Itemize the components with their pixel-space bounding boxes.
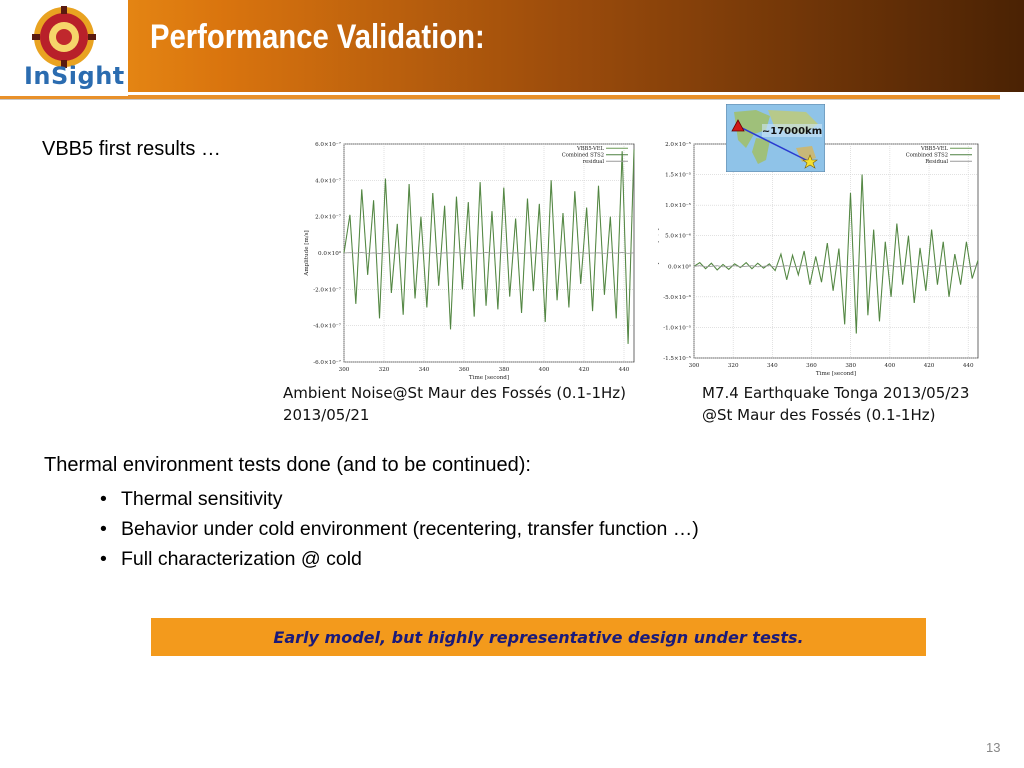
caption-left: Ambient Noise@St Maur des Fossés (0.1-1H… (283, 382, 626, 426)
page-number: 13 (986, 740, 1001, 755)
x-tick-label: 360 (806, 363, 817, 369)
world-map-icon: ~17000km (725, 103, 826, 173)
legend-label: Combined STS2 (906, 153, 948, 159)
y-tick-label: 1.5×10⁻⁵ (665, 172, 692, 179)
page-title: Performance Validation: (150, 18, 485, 56)
list-item: Full characterization @ cold (100, 548, 699, 578)
thermal-bullet-list: Thermal sensitivity Behavior under cold … (100, 488, 699, 578)
logo: InSight (0, 0, 128, 96)
legend-label: VBB5-VEL (576, 146, 605, 152)
caption-left-line1: Ambient Noise@St Maur des Fossés (0.1-1H… (283, 384, 627, 402)
x-tick-label: 400 (539, 367, 550, 373)
y-axis-label: Amplitude [m/s] (658, 228, 660, 274)
chart-earthquake: 2.0×10⁻⁵ 1.5×10⁻⁵ 1.0×10⁻⁵ 5.0×10⁻⁶ 0.0×10⁰ -… (658, 134, 984, 386)
caption-right: M7.4 Earthquake Tonga 2013/05/23 @St Mau… (702, 382, 969, 426)
legend-label: VBB5-VEL (920, 146, 949, 152)
y-tick-label: 6.0×10⁻⁷ (315, 141, 342, 148)
chart-earthquake-svg: 2.0×10⁻⁵ 1.5×10⁻⁵ 1.0×10⁻⁵ 5.0×10⁻⁶ 0.0×10⁰ -… (658, 141, 979, 377)
legend-label: residual (583, 159, 605, 165)
logo-text: InSight (24, 62, 125, 90)
x-tick-label: 300 (339, 367, 350, 373)
conclusion-banner: Early model, but highly representative d… (151, 618, 926, 656)
thermal-heading: Thermal environment tests done (and to b… (44, 454, 531, 476)
subtitle: VBB5 first results … (42, 138, 221, 160)
x-tick-label: 340 (419, 367, 430, 373)
y-axis-label: Amplitude [m/s] (304, 230, 310, 276)
header-divider-shadow (0, 99, 1000, 100)
y-tick-label: 1.0×10⁻⁵ (665, 202, 692, 209)
x-tick-label: 360 (459, 367, 470, 373)
legend-label: Combined STS2 (562, 153, 604, 159)
plot-area (693, 143, 979, 359)
series-line-2 (693, 265, 979, 268)
x-tick-label: 380 (845, 363, 856, 369)
map-inset: ~17000km (725, 103, 826, 173)
y-tick-label: -5.0×10⁻⁶ (663, 294, 692, 301)
caption-right-line1: M7.4 Earthquake Tonga 2013/05/23 (702, 384, 970, 402)
map-distance-label: ~17000km (762, 126, 822, 137)
y-tick-label: -6.0×10⁻⁷ (313, 359, 342, 366)
y-tick-label: -2.0×10⁻⁷ (313, 286, 342, 293)
y-tick-label: -4.0×10⁻⁷ (313, 323, 342, 330)
x-tick-label: 320 (728, 363, 739, 369)
list-item: Thermal sensitivity (100, 488, 699, 518)
y-tick-label: 2.0×10⁻⁵ (665, 141, 692, 148)
y-tick-label: 2.0×10⁻⁷ (315, 214, 342, 221)
chart-ambient-noise: 6.0×10⁻⁷ 4.0×10⁻⁷ 2.0×10⁻⁷ 0.0×10⁰ -2.0×10⁻⁷… (300, 134, 640, 386)
header-bar (0, 0, 1024, 92)
caption-left-line2: 2013/05/21 (283, 406, 370, 424)
series-line-1 (343, 149, 635, 344)
x-axis-label: Time [second] (469, 375, 509, 381)
y-tick-label: 5.0×10⁻⁶ (665, 233, 692, 240)
y-tick-label: 0.0×10⁰ (668, 263, 692, 270)
y-tick-label: -1.5×10⁻⁵ (663, 355, 692, 362)
series-line-2 (343, 252, 635, 254)
y-tick-label: 0.0×10⁰ (318, 250, 342, 257)
x-tick-label: 420 (924, 363, 935, 369)
chart-ambient-noise-svg: 6.0×10⁻⁷ 4.0×10⁻⁷ 2.0×10⁻⁷ 0.0×10⁰ -2.0×10⁻⁷… (304, 141, 635, 381)
conclusion-banner-text: Early model, but highly representative d… (273, 627, 804, 647)
x-tick-label: 400 (885, 363, 896, 369)
y-tick-label: 4.0×10⁻⁷ (315, 177, 342, 184)
x-tick-label: 320 (379, 367, 390, 373)
list-item: Behavior under cold environment (recente… (100, 518, 699, 548)
header-divider (0, 95, 1000, 99)
insight-emblem-icon (32, 6, 96, 68)
x-tick-label: 300 (689, 363, 700, 369)
x-axis-label: Time [second] (816, 371, 856, 377)
y-tick-label: -1.0×10⁻⁵ (663, 324, 692, 331)
caption-right-line2: @St Maur des Fossés (0.1-1Hz) (702, 406, 936, 424)
x-tick-label: 380 (499, 367, 510, 373)
x-tick-label: 420 (579, 367, 590, 373)
x-tick-label: 340 (767, 363, 778, 369)
x-tick-label: 440 (963, 363, 974, 369)
x-tick-label: 440 (619, 367, 630, 373)
legend-label: Residual (925, 159, 948, 165)
